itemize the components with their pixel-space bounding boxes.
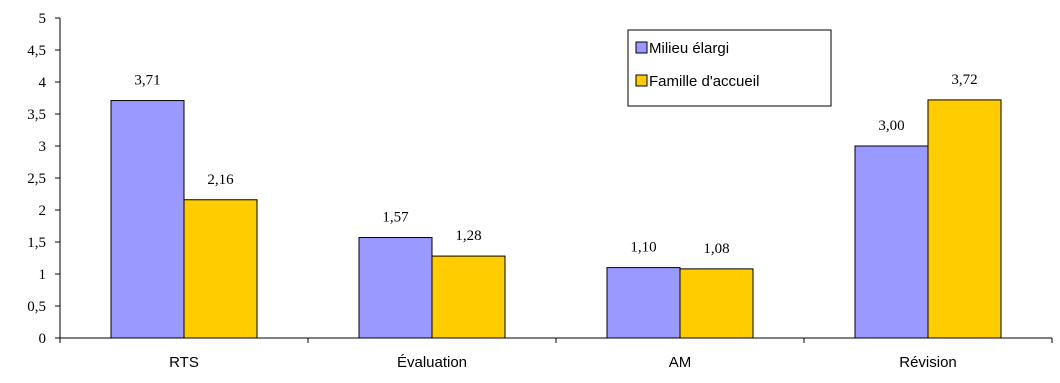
y-tick-label: 2,5: [27, 171, 46, 187]
legend: Milieu élargi Famille d'accueil: [627, 29, 832, 107]
data-label: 1,28: [455, 228, 481, 244]
x-category-label: Évaluation: [397, 354, 467, 371]
data-label: 3,72: [951, 72, 977, 88]
bar: [679, 268, 754, 339]
bar: [358, 237, 433, 339]
y-tick-label: 4,5: [27, 43, 46, 59]
y-tick-label: 5: [39, 11, 47, 27]
data-label: 3,71: [134, 73, 160, 89]
y-tick-label: 3: [39, 139, 47, 155]
data-label: 1,10: [630, 240, 656, 256]
bar: [183, 199, 258, 339]
bar: [110, 100, 185, 339]
data-label: 2,16: [207, 172, 234, 188]
data-labels: 3,71 2,16 1,57 1,28 1,10 1,08 3,00 3,72: [134, 72, 977, 257]
y-tick-label: 1: [39, 267, 47, 283]
bar: [431, 255, 506, 339]
y-tick-label: 1,5: [27, 235, 46, 251]
x-axis: RTS Évaluation AM Révision: [59, 337, 1053, 371]
x-category-label: RTS: [169, 354, 199, 371]
bar: [927, 99, 1002, 339]
y-axis: 0 0,5 1 1,5 2 2,5 3 3,5 4 4,5 5: [27, 11, 61, 347]
data-label: 1,08: [703, 241, 729, 257]
legend-swatch: [635, 74, 648, 87]
x-category-label: AM: [669, 354, 692, 371]
legend-box: [627, 29, 832, 107]
y-tick-label: 0,5: [27, 299, 46, 315]
y-tick-label: 3,5: [27, 107, 46, 123]
data-label: 3,00: [878, 118, 904, 134]
y-tick-label: 4: [39, 75, 47, 91]
legend-swatch: [635, 41, 648, 54]
y-tick-label: 2: [39, 203, 47, 219]
bar: [606, 267, 681, 339]
bars: [110, 99, 1002, 339]
legend-label: Milieu élargi: [649, 40, 729, 57]
x-category-label: Révision: [899, 354, 957, 371]
data-label: 1,57: [382, 210, 409, 226]
y-tick-label: 0: [39, 331, 47, 347]
legend-label: Famille d'accueil: [649, 73, 759, 90]
bar: [854, 145, 929, 339]
